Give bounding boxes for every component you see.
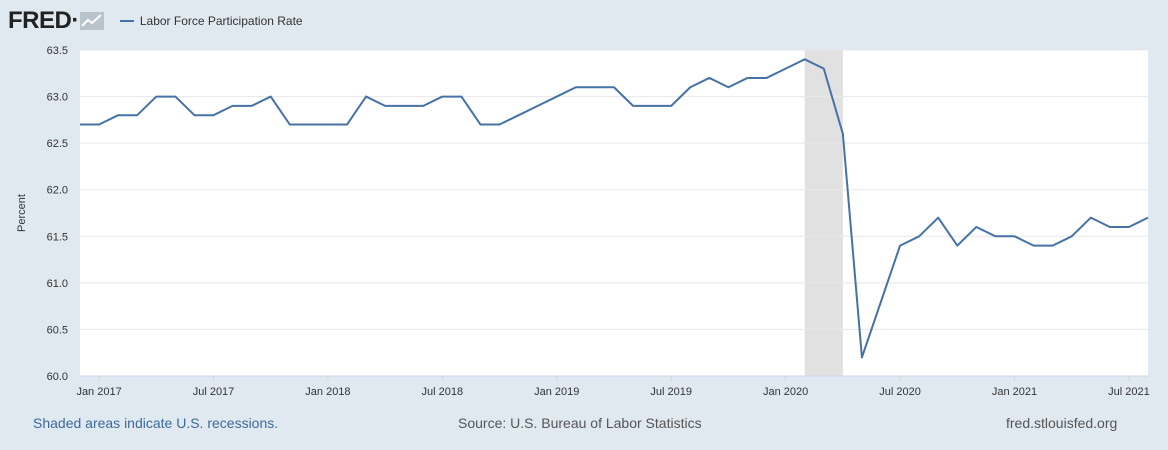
data-point[interactable] xyxy=(554,94,560,100)
data-point[interactable] xyxy=(1012,233,1018,239)
x-tick-label: Jan 2019 xyxy=(534,386,579,398)
fred-graph-icon xyxy=(79,12,104,30)
data-point[interactable] xyxy=(1031,243,1037,249)
y-tick-label: 62.5 xyxy=(47,138,68,150)
data-point[interactable] xyxy=(191,112,197,118)
data-point[interactable] xyxy=(401,103,407,109)
recession-band xyxy=(804,50,843,376)
data-point[interactable] xyxy=(153,94,159,100)
data-point[interactable] xyxy=(821,66,827,72)
data-point[interactable] xyxy=(516,112,522,118)
y-tick-label: 63.5 xyxy=(47,45,68,57)
y-tick-label: 61.0 xyxy=(47,278,68,290)
data-point[interactable] xyxy=(363,94,369,100)
data-point[interactable] xyxy=(592,84,598,90)
data-point[interactable] xyxy=(802,56,808,62)
x-tick-label: Jul 2019 xyxy=(650,386,692,398)
data-point[interactable] xyxy=(344,122,350,128)
data-point[interactable] xyxy=(1069,233,1075,239)
data-point[interactable] xyxy=(535,103,541,109)
data-point[interactable] xyxy=(172,94,178,100)
data-point[interactable] xyxy=(1145,215,1151,221)
data-point[interactable] xyxy=(706,75,712,81)
x-tick-label: Jul 2021 xyxy=(1108,386,1150,398)
data-point[interactable] xyxy=(783,66,789,72)
data-point[interactable] xyxy=(287,122,293,128)
data-point[interactable] xyxy=(249,103,255,109)
fred-graph-icon-line xyxy=(81,14,102,27)
data-point[interactable] xyxy=(115,112,121,118)
legend[interactable]: Labor Force Participation Rate xyxy=(119,14,303,28)
legend-swatch xyxy=(119,20,134,22)
data-point[interactable] xyxy=(649,103,655,109)
fred-logo[interactable]: FRED· xyxy=(8,7,79,34)
y-axis-label: Percent xyxy=(16,194,28,232)
data-point[interactable] xyxy=(420,103,426,109)
source-note: Source: U.S. Bureau of Labor Statistics xyxy=(458,415,702,431)
x-tick-label: Jan 2021 xyxy=(992,386,1037,398)
data-point[interactable] xyxy=(859,354,865,360)
y-tick-label: 60.5 xyxy=(47,324,68,336)
legend-label: Labor Force Participation Rate xyxy=(139,14,303,28)
data-point[interactable] xyxy=(840,131,846,137)
data-point[interactable] xyxy=(1088,215,1094,221)
line-chart: 60.0 60.5 61.0 61.5 62.0 62.5 63.0 63.5 Jan 201… xyxy=(16,45,1151,398)
data-point[interactable] xyxy=(382,103,388,109)
data-point[interactable] xyxy=(96,122,102,128)
data-point[interactable] xyxy=(764,75,770,81)
x-tick-label: Jan 2018 xyxy=(305,386,350,398)
data-point[interactable] xyxy=(211,112,217,118)
y-axis: 60.0 60.5 61.0 61.5 62.0 62.5 63.0 63.5 xyxy=(47,45,68,383)
data-point[interactable] xyxy=(973,224,979,230)
x-tick-label: Jul 2020 xyxy=(879,386,921,398)
chart-header: FRED· Labor Force Participation Rate xyxy=(8,6,303,36)
y-tick-label: 62.0 xyxy=(47,185,68,197)
data-point[interactable] xyxy=(668,103,674,109)
data-point[interactable] xyxy=(745,75,751,81)
data-point[interactable] xyxy=(1126,224,1132,230)
data-point[interactable] xyxy=(478,122,484,128)
data-point[interactable] xyxy=(992,233,998,239)
data-point[interactable] xyxy=(134,112,140,118)
x-tick-label: Jul 2018 xyxy=(422,386,464,398)
data-point[interactable] xyxy=(439,94,445,100)
data-point[interactable] xyxy=(1050,243,1056,249)
data-point[interactable] xyxy=(630,103,636,109)
series-line[interactable] xyxy=(80,58,1149,359)
data-point[interactable] xyxy=(916,233,922,239)
y-tick-label: 63.0 xyxy=(47,92,68,104)
data-point[interactable] xyxy=(725,84,731,90)
y-tick-label: 61.5 xyxy=(47,231,68,243)
x-tick-label: Jan 2017 xyxy=(76,386,121,398)
data-point[interactable] xyxy=(306,122,312,128)
data-point[interactable] xyxy=(573,84,579,90)
plot-area xyxy=(80,50,1148,376)
data-point[interactable] xyxy=(268,94,274,100)
data-point[interactable] xyxy=(897,243,903,249)
data-point[interactable] xyxy=(77,122,83,128)
x-tick-label: Jul 2017 xyxy=(193,386,235,398)
recession-note-link[interactable]: Shaded areas indicate U.S. recessions. xyxy=(33,415,279,431)
data-point[interactable] xyxy=(954,243,960,249)
fred-logo-dot: · xyxy=(71,7,79,34)
x-tick-label: Jan 2020 xyxy=(763,386,808,398)
site-url[interactable]: fred.stlouisfed.org xyxy=(1006,415,1118,431)
data-point[interactable] xyxy=(458,94,464,100)
data-point[interactable] xyxy=(687,84,693,90)
data-point[interactable] xyxy=(935,215,941,221)
data-point[interactable] xyxy=(611,84,617,90)
data-point[interactable] xyxy=(497,122,503,128)
y-tick-label: 60.0 xyxy=(47,371,68,383)
recession-layer xyxy=(804,50,843,376)
data-point[interactable] xyxy=(230,103,236,109)
x-axis: Jan 2017 Jul 2017 Jan 2018 Jul 2018 Jan 2019… xyxy=(76,375,1150,398)
data-point[interactable] xyxy=(878,298,884,304)
data-point[interactable] xyxy=(1107,224,1113,230)
data-point[interactable] xyxy=(325,122,331,128)
